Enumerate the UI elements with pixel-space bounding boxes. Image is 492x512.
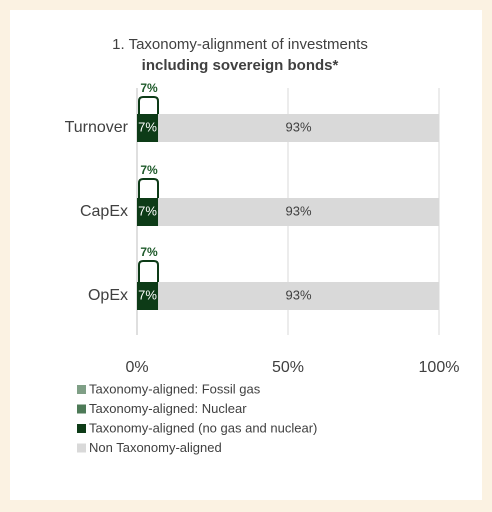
- bar-segment: [137, 198, 159, 226]
- bracket: [138, 178, 159, 198]
- bar-segment: [137, 282, 159, 310]
- bar-segment: [158, 282, 439, 310]
- x-tick-label: 50%: [272, 359, 304, 376]
- data-label: 7%: [138, 287, 157, 302]
- y-tick-label: Turnover: [65, 119, 129, 136]
- chart-area: [10, 10, 482, 500]
- legend-swatch: [77, 443, 86, 453]
- bracket-label: 7%: [140, 163, 158, 177]
- legend-swatch: [77, 385, 86, 394]
- legend-swatch: [77, 404, 86, 414]
- data-label: 93%: [286, 287, 312, 302]
- x-tick-label: 100%: [419, 359, 460, 376]
- bar-segment: [158, 114, 439, 142]
- legend-label: Taxonomy-aligned: Nuclear: [89, 401, 247, 416]
- bracket: [138, 260, 159, 282]
- bracket-label: 7%: [140, 81, 158, 95]
- legend-label: Non Taxonomy-aligned: [89, 440, 222, 455]
- chart-title: 1. Taxonomy-alignment of investments: [112, 36, 368, 53]
- data-label: 93%: [286, 119, 312, 134]
- bracket: [138, 96, 159, 114]
- y-tick-label: OpEx: [88, 287, 128, 304]
- y-tick-label: CapEx: [80, 203, 128, 220]
- bracket-label: 7%: [140, 245, 158, 259]
- legend-label: Taxonomy-aligned: Fossil gas: [89, 381, 261, 396]
- data-label: 7%: [138, 119, 157, 134]
- data-label: 93%: [286, 203, 312, 218]
- bar-segment: [158, 198, 439, 226]
- data-label: 7%: [138, 203, 157, 218]
- legend-swatch: [77, 424, 86, 433]
- bar-segment: [137, 114, 159, 142]
- x-tick-label: 0%: [125, 359, 148, 376]
- legend-label: Taxonomy-aligned (no gas and nuclear): [89, 420, 317, 435]
- chart-subtitle: including sovereign bonds*: [142, 57, 339, 74]
